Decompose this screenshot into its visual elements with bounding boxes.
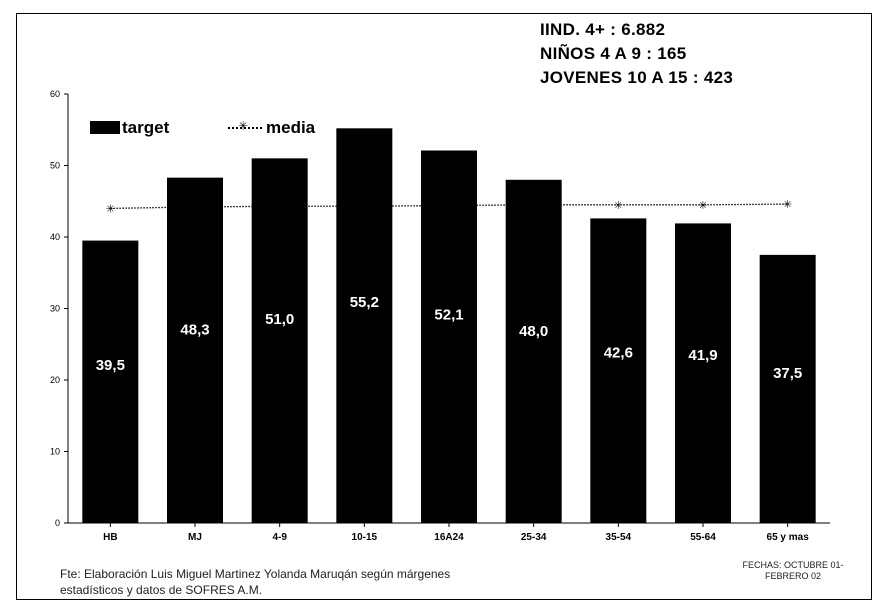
- x-tick-label: 4-9: [272, 532, 287, 543]
- x-tick-label: 25-34: [521, 532, 547, 543]
- y-tick-label: 50: [50, 161, 60, 171]
- y-tick-label: 0: [55, 518, 60, 528]
- legend-media-line: [228, 127, 262, 129]
- bar-value-label: 37,5: [773, 365, 802, 382]
- x-tick-label: MJ: [188, 532, 202, 543]
- source-line-1: Fte: Elaboración Luis Miguel Martinez Yo…: [60, 567, 451, 581]
- y-tick-label: 30: [50, 304, 60, 314]
- media-point: ✳: [614, 200, 623, 212]
- legend-target-label: target: [122, 118, 170, 137]
- bar: [505, 179, 562, 524]
- legend-media-label: media: [266, 118, 316, 137]
- stat-jovenes-10-15: JOVENES 10 A 15 : 423: [540, 68, 734, 87]
- bar-value-label: 42,6: [604, 344, 633, 361]
- media-point: ✳: [783, 199, 792, 211]
- x-tick-label: 55-64: [690, 532, 716, 543]
- source-line-2: estadísticos y datos de SOFRES A.M.: [60, 583, 263, 597]
- stat-ind-4plus: IIND. 4+ : 6.882: [540, 20, 666, 39]
- bar: [675, 223, 731, 524]
- bar-value-label: 52,1: [434, 306, 463, 323]
- bar-value-label: 48,0: [519, 323, 548, 340]
- bar-value-label: 48,3: [180, 322, 209, 339]
- audience-stats: IIND. 4+ : 6.882 NIÑOS 4 A 9 : 165 JOVEN…: [540, 18, 733, 90]
- bar: [421, 150, 477, 524]
- y-tick-label: 40: [50, 232, 60, 242]
- x-tick-label: 35-54: [606, 532, 632, 543]
- bar-value-label: 41,9: [688, 347, 717, 364]
- media-point: ✳: [529, 200, 538, 212]
- legend-media-marker-icon: ✳: [238, 119, 249, 133]
- x-tick-label: 10-15: [352, 532, 378, 543]
- media-point: ✳: [275, 201, 284, 213]
- bar: [590, 218, 647, 523]
- legend-target-swatch: [90, 121, 120, 134]
- bar-value-label: 51,0: [265, 311, 294, 328]
- y-tick-label: 20: [50, 375, 60, 385]
- bar: [251, 158, 308, 523]
- bar-value-label: 39,5: [96, 357, 125, 374]
- stat-ninos-4-9: NIÑOS 4 A 9 : 165: [540, 44, 687, 63]
- bar: [82, 240, 139, 523]
- date-note: FECHAS: OCTUBRE 01- FEBRERO 02: [708, 560, 878, 582]
- source-note: Fte: Elaboración Luis Miguel Martinez Yo…: [60, 566, 620, 598]
- bar-value-label: 55,2: [350, 294, 379, 311]
- bar: [336, 128, 393, 523]
- x-tick-label: 16A24: [434, 532, 464, 543]
- date-line-2: FEBRERO 02: [764, 571, 822, 581]
- media-point: ✳: [190, 202, 199, 214]
- media-line: [110, 203, 788, 210]
- media-point: ✳: [444, 201, 453, 213]
- y-tick-label: 60: [50, 89, 60, 99]
- date-line-1: FECHAS: OCTUBRE 01-: [742, 560, 844, 570]
- chart-frame: [16, 13, 872, 600]
- bar: [167, 177, 223, 523]
- media-point: ✳: [106, 203, 115, 215]
- y-tick-label: 10: [50, 447, 60, 457]
- x-tick-label: 65 y mas: [767, 532, 810, 543]
- media-point: ✳: [698, 200, 707, 212]
- media-point: ✳: [360, 201, 369, 213]
- x-tick-label: HB: [103, 532, 117, 543]
- bar: [759, 254, 816, 523]
